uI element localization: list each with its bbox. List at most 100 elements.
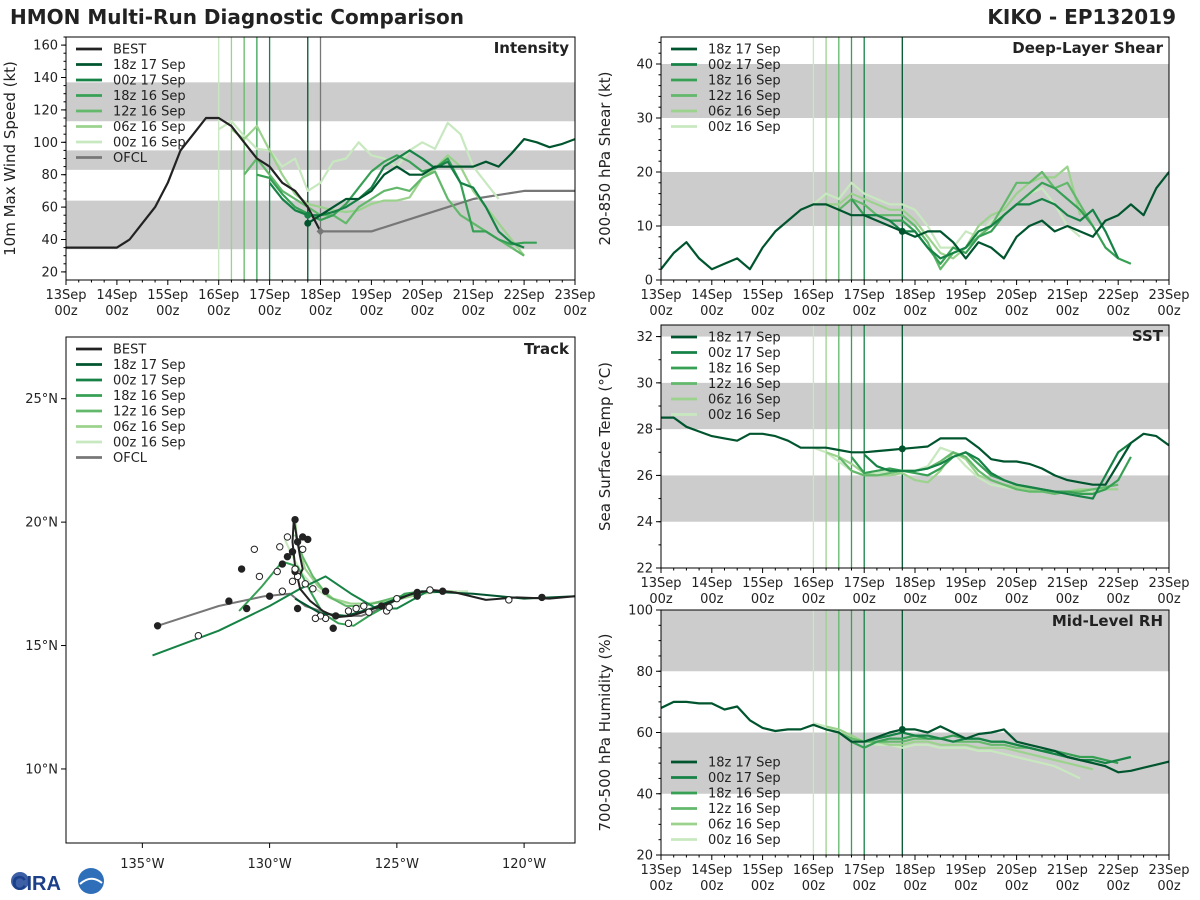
page-title: HMON Multi-Run Diagnostic Comparison — [10, 5, 464, 29]
track-position-marker — [225, 597, 233, 605]
shear-series-18z-17-Sep — [661, 171, 1169, 271]
track-ytick-label: 20°N — [25, 516, 58, 531]
sst-init-marker — [898, 445, 906, 453]
sst-xtick-label: 00z — [1107, 592, 1131, 607]
track-position-marker — [538, 593, 546, 602]
rh-ytick-label: 20 — [636, 849, 653, 864]
sst-xtick-label: 20Sep — [996, 576, 1037, 591]
intensity-xtick-label: 00z — [512, 304, 536, 319]
rh-xtick-label: 00z — [649, 879, 673, 894]
intensity-ytick-label: 120 — [33, 103, 58, 118]
rh-band — [661, 610, 1169, 672]
track-xtick-label: 120°W — [502, 857, 546, 872]
shear-legend-label: 18z 17 Sep — [708, 43, 781, 58]
sst-series-18z-17-Sep — [661, 416, 1169, 486]
intensity-xtick-label: 00z — [411, 304, 435, 319]
track-position-marker — [385, 603, 393, 611]
shear-xtick-label: 22Sep — [1098, 288, 1139, 303]
shear-xtick-label: 00z — [751, 304, 775, 319]
shear-legend-label: 12z 16 Sep — [708, 89, 781, 104]
shear-legend-label: 00z 16 Sep — [708, 120, 781, 135]
track-position-marker — [505, 596, 513, 604]
sst-band — [661, 325, 1169, 337]
rh-xtick-label: 00z — [802, 879, 826, 894]
rh-xtick-label: 23Sep — [1148, 863, 1189, 878]
shear-xtick-label: 00z — [649, 304, 673, 319]
sst-ytick-label: 32 — [636, 330, 653, 345]
rh-legend-label: 12z 16 Sep — [708, 802, 781, 817]
shear-ytick-label: 30 — [636, 112, 653, 127]
rh-xtick-label: 13Sep — [640, 863, 681, 878]
track-ytick-label: 10°N — [25, 762, 58, 777]
intensity-ytick-label: 160 — [33, 39, 58, 54]
track-position-marker — [250, 545, 259, 553]
intensity-xtick-label: 00z — [563, 304, 587, 319]
sst-xtick-label: 00z — [1056, 592, 1080, 607]
intensity-legend-label: OFCL — [113, 151, 148, 166]
rh-xtick-label: 16Sep — [793, 863, 834, 878]
track-xtick-label: 125°W — [375, 857, 419, 872]
track-position-marker — [298, 545, 307, 553]
track-title: Track — [524, 340, 570, 358]
intensity-ytick-label: 140 — [33, 71, 58, 86]
track-position-marker — [194, 631, 203, 640]
intensity-ytick-label: 80 — [41, 168, 58, 183]
track-legend-label: OFCL — [113, 451, 148, 466]
intensity-xtick-label: 00z — [360, 304, 384, 319]
shear-xtick-label: 16Sep — [793, 288, 834, 303]
intensity-legend-label: 00z 16 Sep — [113, 136, 186, 151]
shear-band — [661, 172, 1169, 226]
sst-xtick-label: 13Sep — [640, 576, 681, 591]
track-position-marker — [291, 565, 299, 573]
shear-panel: 01020304013Sep00z14Sep00z15Sep00z16Sep00… — [596, 36, 1190, 319]
track-position-marker — [153, 622, 162, 630]
track-position-marker — [288, 548, 297, 556]
sst-xtick-label: 14Sep — [691, 576, 732, 591]
shear-xtick-label: 20Sep — [996, 288, 1037, 303]
intensity-init-marker — [304, 211, 312, 219]
track-position-marker — [255, 572, 264, 581]
sst-xtick-label: 00z — [649, 592, 673, 607]
track-position-marker — [377, 602, 386, 610]
track-position-marker — [304, 535, 312, 544]
shear-series-06z-16-Sep — [826, 165, 1082, 260]
track-position-marker — [329, 624, 337, 632]
rh-xtick-label: 00z — [853, 879, 877, 894]
shear-xtick-label: 19Sep — [945, 288, 986, 303]
rh-xtick-label: 00z — [903, 879, 927, 894]
track-position-marker — [344, 619, 353, 628]
track-legend-label: 12z 16 Sep — [113, 405, 186, 420]
sst-xtick-label: 00z — [853, 592, 877, 607]
track-position-marker — [242, 604, 251, 613]
rh-xtick-label: 00z — [751, 879, 775, 894]
cira-globe-icon — [11, 872, 29, 890]
intensity-series-18z-16-Sep — [256, 154, 537, 246]
track-series-00z-17-Sep — [152, 575, 428, 657]
intensity-legend-label: 00z 17 Sep — [113, 74, 186, 89]
track-position-marker — [293, 538, 302, 546]
sst-xtick-label: 15Sep — [742, 576, 783, 591]
rh-ytick-label: 40 — [636, 787, 653, 802]
intensity-xtick-label: 00z — [207, 304, 231, 319]
rh-legend-label: 06z 16 Sep — [708, 818, 781, 833]
intensity-legend-label: 06z 16 Sep — [113, 120, 186, 135]
sst-ytick-label: 30 — [636, 376, 653, 391]
intensity-legend-label: 18z 17 Sep — [113, 58, 186, 73]
track-position-marker — [278, 587, 287, 595]
shear-xtick-label: 00z — [700, 304, 724, 319]
track-position-marker — [293, 604, 302, 613]
track-position-marker — [265, 592, 274, 600]
rh-ytick-label: 80 — [636, 665, 653, 680]
intensity-xtick-label: 15Sep — [147, 288, 188, 303]
intensity-series-OFCL — [320, 189, 575, 233]
track-position-marker — [344, 607, 353, 615]
shear-xtick-label: 00z — [1107, 304, 1131, 319]
intensity-xtick-label: 00z — [309, 304, 333, 319]
intensity-xtick-label: 20Sep — [402, 288, 443, 303]
rh-xtick-label: 00z — [1005, 879, 1029, 894]
track-legend-label: 18z 17 Sep — [113, 358, 186, 373]
intensity-xtick-label: 18Sep — [300, 288, 341, 303]
sst-ylabel: Sea Surface Temp (°C) — [596, 362, 614, 531]
sst-legend-label: 18z 16 Sep — [708, 362, 781, 377]
shear-xtick-label: 00z — [1056, 304, 1080, 319]
